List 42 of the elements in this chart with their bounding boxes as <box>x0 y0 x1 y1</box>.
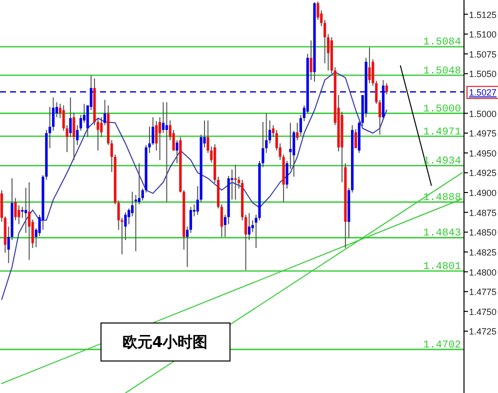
y-tick-label: 1.4975 <box>469 128 497 139</box>
ref-line-label: 1.5000 <box>423 103 461 116</box>
ref-line-label: 1.4843 <box>423 228 461 240</box>
candlestick <box>316 1 320 20</box>
ref-line-label: 1.5048 <box>423 65 461 78</box>
y-tick-label: 1.5000 <box>469 108 497 119</box>
candlestick <box>18 204 20 225</box>
ref-line-label: 1.5027 <box>469 87 497 98</box>
y-tick-label: 1.4925 <box>469 168 497 178</box>
y-tick-label: 1.4825 <box>469 247 497 258</box>
y-tick-label: 1.5050 <box>469 69 497 80</box>
line-series <box>1 72 388 300</box>
y-tick-label: 1.4775 <box>469 287 497 298</box>
y-tick-label: 1.4950 <box>469 148 497 158</box>
ref-line-label: 1.4801 <box>423 260 461 273</box>
y-tick-label: 1.4725 <box>469 326 497 337</box>
candlestick <box>176 140 178 164</box>
candlestick <box>354 128 358 149</box>
annotation: 欧元4小时图 <box>122 333 208 351</box>
y-tick-label: 1.5125 <box>469 10 497 20</box>
candlestick <box>134 194 138 252</box>
ref-line-label: 1.4971 <box>423 126 461 138</box>
y-tick-label: 1.4800 <box>469 267 497 278</box>
candlestick <box>368 47 371 84</box>
ref-line-label: 1.5084 <box>423 36 461 49</box>
y-tick-label: 1.5100 <box>469 30 497 40</box>
y-tick-label: 1.5075 <box>469 49 497 60</box>
y-tick-label: 1.4750 <box>469 306 497 317</box>
candlestick <box>21 206 24 218</box>
ref-line-label: 1.4702 <box>423 339 461 352</box>
candlestick <box>385 82 388 95</box>
candlestick <box>158 116 162 161</box>
candlestick <box>165 102 168 203</box>
y-tick-label: 1.4875 <box>469 208 497 218</box>
candlestick <box>155 120 158 152</box>
candlestick <box>248 212 250 241</box>
candlestick <box>310 40 312 81</box>
ref-line-label: 1.4888 <box>423 192 461 204</box>
y-tick-label: 1.4850 <box>469 228 497 238</box>
y-tick-label: 1.4900 <box>469 188 497 198</box>
candlestick <box>28 182 31 260</box>
candlestick <box>234 164 237 200</box>
